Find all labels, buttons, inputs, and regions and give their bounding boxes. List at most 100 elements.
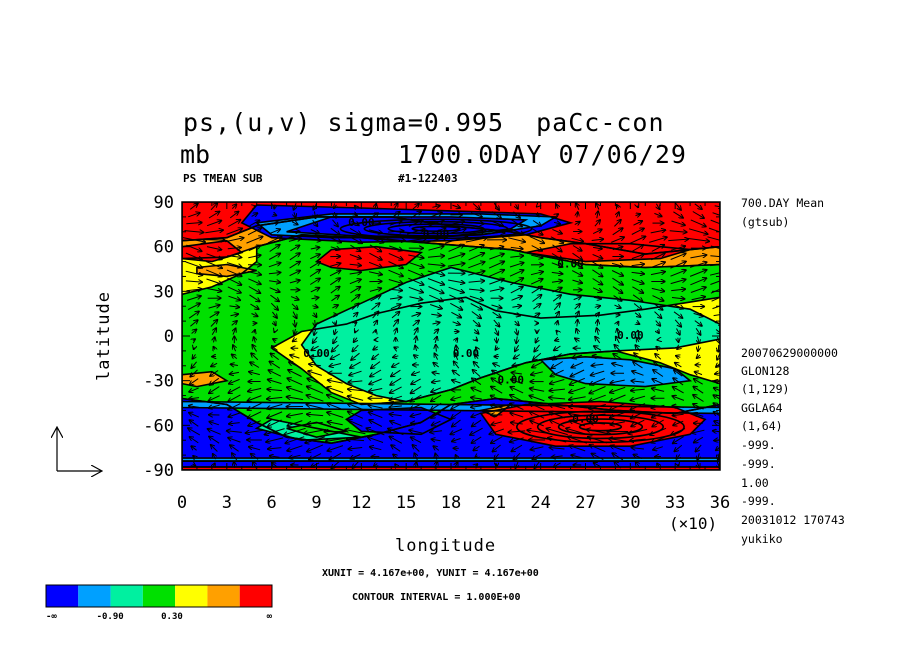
wind-vector (268, 419, 282, 427)
colorbar-swatch (142, 585, 176, 607)
wind-vector (690, 219, 706, 227)
wind-vector (654, 362, 663, 369)
wind-vector (410, 394, 422, 402)
wind-vector (185, 261, 203, 268)
wind-vector (597, 328, 599, 336)
wind-vector (714, 388, 720, 392)
wind-vector (548, 438, 567, 443)
wind-vector (348, 389, 363, 391)
wind-vector (652, 405, 665, 408)
wind-vector (355, 331, 356, 333)
wind-vector (555, 339, 559, 341)
wind-vector (309, 453, 322, 460)
wind-vector (307, 444, 324, 452)
wind-vector (248, 246, 260, 252)
wind-vector (475, 354, 478, 358)
wind-vector (427, 264, 445, 266)
wind-vector (327, 395, 344, 402)
wind-vector (348, 236, 362, 244)
wind-vector (508, 431, 526, 432)
wind-vector (390, 377, 402, 385)
wind-vector (350, 295, 359, 302)
wind-vector (267, 389, 283, 390)
wind-vector (435, 462, 438, 469)
wind-vector (184, 231, 204, 233)
wind-vector (570, 377, 585, 385)
wind-vector (405, 238, 426, 242)
wind-vector (431, 314, 441, 315)
info-factor: 1.00 (741, 476, 769, 490)
wind-vector (449, 294, 463, 302)
wind-vector (489, 247, 503, 251)
wind-vector (348, 381, 363, 382)
wind-vector (651, 245, 664, 252)
wind-vector (190, 420, 199, 427)
wind-vector (347, 439, 365, 440)
wind-vector (349, 264, 361, 265)
wind-vector (268, 448, 282, 449)
wind-vector (476, 464, 478, 466)
wind-vector (271, 354, 280, 360)
wind-vector (653, 447, 663, 450)
wind-vector (674, 319, 681, 327)
wind-vector (691, 297, 705, 301)
wind-vector (415, 346, 417, 351)
x-tick-label: 33 (665, 493, 685, 513)
wind-vector (657, 464, 659, 467)
contour-region (301, 267, 720, 402)
wind-vector (233, 329, 236, 335)
wind-vector (510, 395, 524, 403)
contour-label: 0.00 (423, 228, 450, 241)
wind-vector (185, 252, 202, 260)
x-multiplier: (×10) (669, 514, 718, 533)
wind-vector (592, 364, 604, 365)
x-tick-label: 36 (710, 493, 730, 513)
wind-vector (294, 203, 297, 210)
wind-vector (673, 211, 683, 218)
wind-vector (354, 214, 357, 216)
wind-vector (411, 378, 421, 384)
wind-vector (514, 452, 521, 460)
wind-vector (654, 213, 661, 216)
wind-vector (251, 314, 258, 317)
wind-vector (348, 412, 364, 419)
wind-vector (265, 428, 285, 435)
x-tick-label: 6 (267, 493, 277, 513)
wind-vector (593, 297, 601, 299)
colorbar-swatch (207, 585, 240, 607)
contour-label: 0.00 (303, 347, 330, 360)
wind-vector (369, 378, 382, 384)
wind-vector (267, 397, 283, 399)
wind-vector (334, 211, 336, 217)
wind-vector (589, 414, 606, 416)
wind-vector (554, 345, 561, 350)
wind-vector (354, 338, 357, 342)
wind-vector (697, 453, 699, 460)
wind-vector (453, 371, 460, 377)
wind-vector (311, 298, 319, 299)
wind-vector (714, 421, 720, 425)
wind-vector (304, 429, 327, 434)
wind-vector (350, 361, 361, 368)
wind-vector (288, 370, 302, 377)
wind-vector (553, 303, 560, 311)
contour-line (363, 220, 509, 237)
wind-vector (274, 321, 276, 325)
wind-vector (293, 311, 297, 319)
wind-vector (490, 220, 503, 226)
wind-vector (532, 220, 541, 226)
wind-vector (311, 462, 320, 467)
wind-vector (516, 336, 517, 344)
contour-line (515, 410, 685, 444)
subtitle-mid: #1-122403 (398, 172, 458, 185)
wind-vector (432, 381, 441, 383)
wind-vector (650, 262, 665, 268)
wind-vector (391, 212, 400, 219)
wind-vector (288, 238, 301, 242)
wind-vector (530, 396, 545, 402)
wind-vector (388, 252, 403, 259)
wind-vector (315, 320, 316, 326)
wind-vector (613, 295, 622, 301)
wind-vector (407, 229, 424, 235)
wind-vector (549, 389, 565, 391)
